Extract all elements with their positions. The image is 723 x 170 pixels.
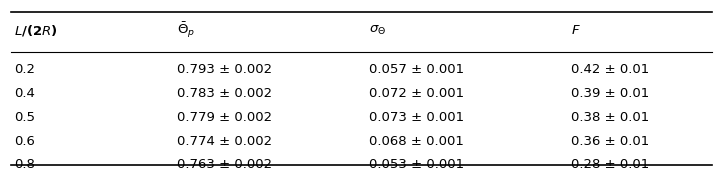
Text: 0.783 ± 0.002: 0.783 ± 0.002 <box>177 87 273 100</box>
Text: 0.793 ± 0.002: 0.793 ± 0.002 <box>177 63 273 76</box>
Text: 0.068 ± 0.001: 0.068 ± 0.001 <box>369 135 463 148</box>
Text: 0.39 ± 0.01: 0.39 ± 0.01 <box>571 87 649 100</box>
Text: 0.073 ± 0.001: 0.073 ± 0.001 <box>369 111 464 124</box>
Text: 0.5: 0.5 <box>14 111 35 124</box>
Text: 0.8: 0.8 <box>14 158 35 170</box>
Text: $\mathit{F}$: $\mathit{F}$ <box>571 24 581 37</box>
Text: 0.072 ± 0.001: 0.072 ± 0.001 <box>369 87 464 100</box>
Text: 0.4: 0.4 <box>14 87 35 100</box>
Text: 0.774 ± 0.002: 0.774 ± 0.002 <box>177 135 273 148</box>
Text: $\bar{\Theta}_p$: $\bar{\Theta}_p$ <box>177 21 195 40</box>
Text: 0.2: 0.2 <box>14 63 35 76</box>
Text: 0.28 ± 0.01: 0.28 ± 0.01 <box>571 158 649 170</box>
Text: 0.36 ± 0.01: 0.36 ± 0.01 <box>571 135 649 148</box>
Text: 0.053 ± 0.001: 0.053 ± 0.001 <box>369 158 464 170</box>
Text: 0.779 ± 0.002: 0.779 ± 0.002 <box>177 111 273 124</box>
Text: 0.6: 0.6 <box>14 135 35 148</box>
Text: 0.057 ± 0.001: 0.057 ± 0.001 <box>369 63 464 76</box>
Text: $\sigma_{\Theta}$: $\sigma_{\Theta}$ <box>369 24 386 37</box>
Text: 0.42 ± 0.01: 0.42 ± 0.01 <box>571 63 649 76</box>
Text: $\mathit{L}$/(2$\mathit{R}$): $\mathit{L}$/(2$\mathit{R}$) <box>14 23 58 38</box>
Text: 0.763 ± 0.002: 0.763 ± 0.002 <box>177 158 273 170</box>
Text: 0.38 ± 0.01: 0.38 ± 0.01 <box>571 111 649 124</box>
